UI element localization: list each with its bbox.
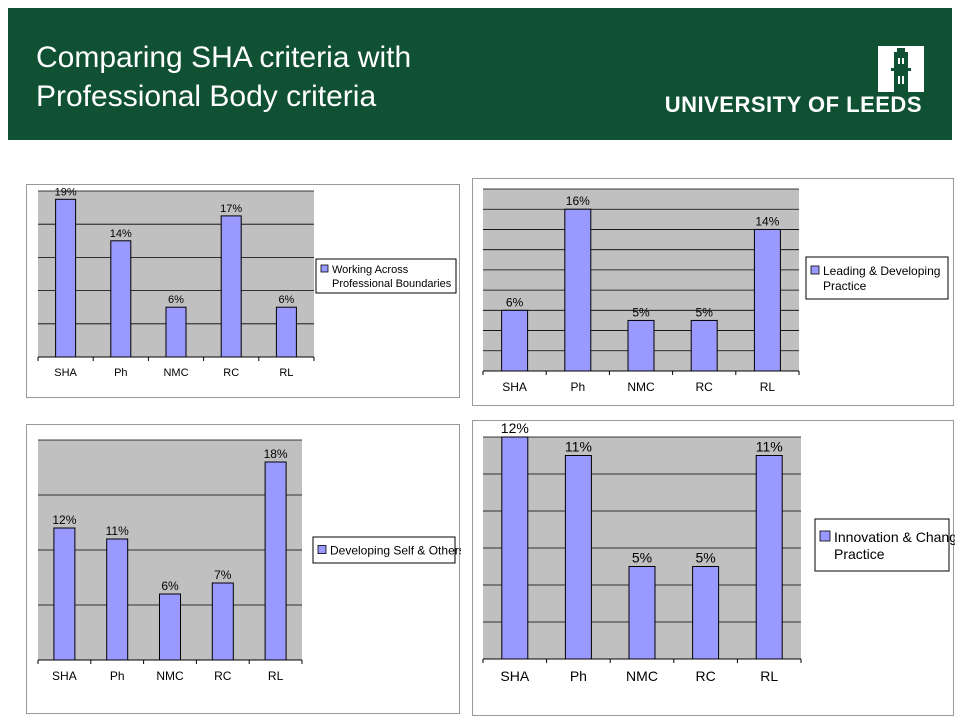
legend [312,536,456,564]
data-label: 14% [110,228,132,240]
chart-leading-developing: 6% SHA 16% Ph 5% NMC 5% RC 14% RL Leading & Develo… [482,188,949,394]
bar-nmc [628,566,656,660]
bar-nmc [627,319,655,372]
legend [315,258,457,294]
bar-ph [564,455,592,660]
bar-sha [55,198,77,358]
page-title: Comparing SHA criteria with Professional… [36,38,411,116]
tick-label: NMC [627,380,655,394]
tick-label: Ph [570,668,587,684]
tick-label: RL [760,668,778,684]
bar-nmc [159,593,181,661]
bar-rc [211,582,234,661]
tick-label: Ph [570,380,585,394]
bar-rl [275,306,297,358]
university-tower-icon [878,46,924,92]
data-label: 17% [220,203,242,215]
tick-label: NMC [156,669,184,683]
legend-label: Practice [823,279,867,293]
bar-sha [501,436,529,660]
legend-label: Leading & Developing [823,264,940,278]
data-label: 5% [632,550,652,566]
bar-rl [753,228,781,372]
tick-label: RL [279,367,293,379]
chart-developing-self: 12% SHA 11% Ph 6% NMC 7% RC 18% RL Developing Self… [37,439,461,683]
legend-swatch [810,265,820,275]
bar-sha [53,527,76,661]
legend-swatch [819,530,831,542]
legend [814,518,950,572]
bar-rl [755,455,783,660]
bar-ph [106,538,129,661]
data-label: 5% [696,305,714,319]
legend-label: Developing Self & Others [330,544,461,558]
data-label: 6% [506,295,524,309]
data-label: 12% [501,421,529,436]
tick-label: NMC [163,367,188,379]
tick-label: Ph [114,367,127,379]
tick-label: NMC [626,668,658,684]
legend-label: Practice [834,546,885,562]
tick-label: SHA [54,367,77,379]
tick-label: RC [214,669,232,683]
header-banner: Comparing SHA criteria with Professional… [8,8,952,140]
tick-label: SHA [500,668,529,684]
legend-label: Professional Boundaries [332,278,452,290]
data-label: 12% [52,513,76,527]
data-label: 11% [106,524,129,538]
data-label: 6% [168,294,184,306]
tick-label: RC [223,367,239,379]
chart-panel-innovation-change: 12% SHA 11% Ph 5% NMC 5% RC 11% RL Innovation & Ch… [472,420,955,716]
bar-ph [110,240,132,358]
title-line-1: Comparing SHA criteria with [36,41,412,74]
tick-label: RC [696,380,714,394]
bar-rc [692,566,720,660]
tick-label: Ph [110,669,125,683]
chart-working-across: 19% SHA 14% Ph 6% NMC 17% RC 6% RL Working Across P… [37,186,457,379]
chart-panel-developing-self: 12% SHA 11% Ph 6% NMC 7% RC 18% RL Developing Self… [26,424,461,714]
data-label: 5% [632,305,650,319]
bar-sha [501,309,529,372]
tick-label: SHA [502,380,527,394]
data-label: 14% [755,214,779,228]
chart-innovation-change: 12% SHA 11% Ph 5% NMC 5% RC 11% RL Innovation & Ch… [482,421,955,684]
data-label: 5% [695,550,715,566]
data-label: 6% [161,579,179,593]
chart-panel-working-across: 19% SHA 14% Ph 6% NMC 17% RC 6% RL Working Across P… [26,184,460,398]
tick-label: RC [695,668,715,684]
bar-ph [564,208,592,372]
bar-nmc [165,306,187,358]
tick-label: RL [268,669,284,683]
data-label: 18% [264,447,288,461]
legend [805,256,949,300]
tick-label: RL [760,380,776,394]
legend-swatch [320,264,329,273]
bar-rc [690,319,718,372]
tick-label: SHA [52,669,77,683]
data-label: 19% [55,186,77,198]
data-label: 11% [565,439,592,455]
data-label: 7% [214,568,232,582]
university-logo-text: UNIVERSITY OF LEEDS [664,92,922,117]
bar-rc [220,215,242,358]
legend-label: Working Across [332,264,409,276]
legend-label: Innovation & Change [834,529,955,545]
chart-panel-leading-developing: 6% SHA 16% Ph 5% NMC 5% RC 14% RL Leading & Develo… [472,178,954,406]
data-label: 16% [566,194,590,208]
legend-swatch [317,545,327,554]
data-label: 11% [756,439,783,455]
bar-rl [264,461,287,661]
title-line-2: Professional Body criteria [36,80,377,113]
data-label: 6% [278,294,294,306]
